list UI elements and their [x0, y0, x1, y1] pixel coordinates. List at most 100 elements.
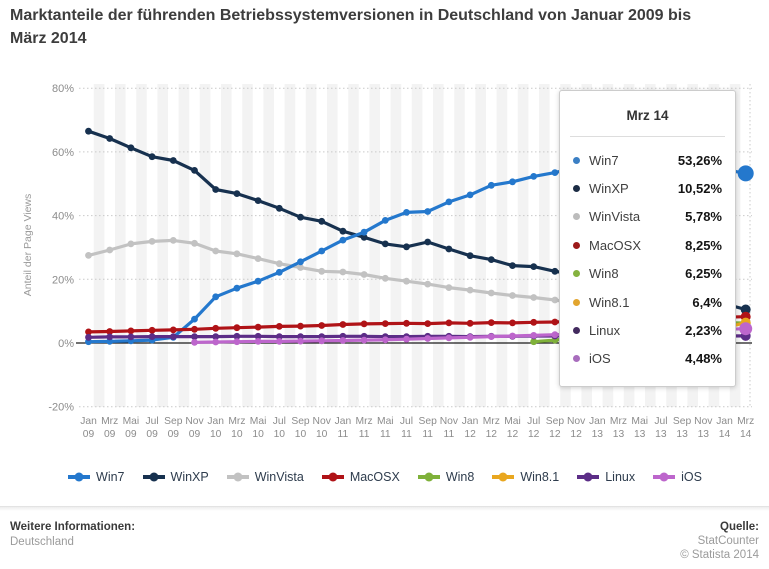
ios-bullet-icon	[573, 355, 580, 363]
data-point-macosx	[233, 324, 241, 332]
legend-item-ios[interactable]: iOS	[652, 470, 702, 484]
macosx-bullet-icon	[573, 241, 580, 249]
x-tick-label: 10	[210, 429, 222, 440]
data-point-winvista	[233, 250, 241, 258]
x-tick-label: Mrz	[101, 416, 118, 427]
x-tick-label: Jan	[80, 416, 97, 427]
data-point-win7	[233, 284, 241, 292]
data-point-ios	[739, 322, 753, 336]
x-tick-label: Mrz	[737, 416, 754, 427]
data-point-winxp	[551, 267, 559, 275]
winvista-bullet-icon	[573, 213, 580, 221]
data-point-winvista	[127, 240, 135, 248]
tooltip-row-win8: Win8 6,25%	[573, 260, 722, 288]
y-axis-labels: 80% 60% 40% 20% 0% -20%	[48, 83, 74, 414]
win8-bullet-icon	[573, 270, 580, 278]
footer-info: Weitere Informationen: Deutschland	[10, 521, 135, 548]
data-point-macosx	[212, 324, 220, 332]
legend-item-win8[interactable]: Win8	[417, 470, 474, 484]
legend-item-linux[interactable]: Linux	[576, 470, 635, 484]
x-tick-label: Sep	[546, 416, 565, 427]
data-point-winxp	[339, 227, 347, 235]
winxp-line-marker-icon	[142, 472, 165, 482]
x-tick-label: 12	[464, 429, 476, 440]
data-point-macosx	[297, 322, 304, 330]
x-tick-label: 12	[486, 429, 498, 440]
x-tick-label: 11	[422, 429, 433, 440]
tooltip-separator	[570, 136, 725, 137]
data-point-winvista	[424, 280, 432, 288]
data-point-macosx	[551, 318, 559, 326]
legend-item-winvista[interactable]: WinVista	[226, 470, 304, 484]
data-point-winxp	[169, 157, 177, 164]
x-tick-label: 09	[104, 429, 116, 440]
data-point-linux	[254, 332, 262, 340]
data-point-win7	[381, 217, 389, 224]
x-tick-label: Jan	[589, 416, 606, 427]
data-point-ios	[191, 339, 198, 346]
tooltip-row-macosx: MacOSX 8,25%	[573, 231, 722, 259]
tooltip-row-win81: Win8.1 6,4%	[573, 288, 722, 316]
win81-line-marker-icon	[492, 472, 515, 482]
x-tick-label: 10	[274, 429, 286, 440]
data-point-winxp	[254, 197, 262, 205]
data-point-winxp	[191, 167, 198, 174]
data-point-winvista	[106, 246, 114, 254]
data-point-macosx	[445, 319, 453, 327]
data-point-ios	[381, 336, 389, 344]
copyright: © Statista 2014	[680, 549, 759, 561]
data-point-winxp	[466, 252, 474, 260]
data-point-macosx	[254, 323, 262, 331]
data-point-winxp	[487, 256, 495, 263]
x-tick-label: Sep	[419, 416, 438, 427]
info-value: Deutschland	[10, 536, 74, 548]
x-tick-label: 13	[592, 429, 604, 440]
legend-item-winxp[interactable]: WinXP	[142, 470, 209, 484]
data-point-winxp	[297, 213, 304, 221]
data-point-linux	[169, 333, 177, 340]
data-point-win7	[275, 268, 283, 276]
x-tick-label: Mrz	[610, 416, 627, 427]
page-title: Marktanteile der führenden Betriebssyste…	[10, 7, 692, 48]
data-point-ios	[445, 334, 453, 342]
data-point-win7	[318, 247, 326, 255]
legend-item-macosx[interactable]: MacOSX	[321, 470, 400, 484]
data-point-ios	[530, 332, 538, 339]
data-point-winvista	[254, 255, 262, 262]
win81-bullet-icon	[573, 298, 580, 306]
x-tick-label: 12	[528, 429, 540, 440]
linux-line-marker-icon	[577, 472, 600, 482]
x-tick-label: 13	[655, 429, 667, 440]
x-tick-label: Sep	[291, 416, 310, 427]
data-point-winxp	[318, 217, 326, 225]
x-tick-label: 12	[549, 429, 561, 440]
x-tick-label: Mrz	[228, 416, 245, 427]
info-label: Weitere Informationen:	[10, 521, 136, 533]
x-tick-label: Mai	[123, 416, 140, 427]
x-tick-label: 13	[634, 429, 646, 440]
data-point-winvista	[445, 284, 453, 291]
x-tick-label: 12	[570, 429, 582, 440]
x-tick-label: Mai	[631, 416, 648, 427]
data-point-linux	[127, 333, 135, 341]
data-point-winvista	[318, 267, 326, 275]
legend-item-win7[interactable]: Win7	[67, 470, 125, 484]
win7-line-marker-icon	[68, 472, 91, 482]
data-point-winxp	[127, 144, 135, 152]
legend-item-win81[interactable]: Win8.1	[491, 470, 559, 484]
data-point-ios	[360, 336, 368, 344]
data-point-winvista	[191, 239, 198, 247]
data-point-ios	[509, 332, 516, 340]
x-tick-label: Nov	[185, 416, 204, 427]
data-point-macosx	[530, 318, 538, 326]
y-tick-label: 80%	[52, 83, 74, 95]
data-point-macosx	[127, 327, 135, 335]
hover-tooltip: Mrz 14 Win7 53,26% WinXP 10,52% WinVista 5,…	[559, 90, 736, 387]
y-tick-label: 60%	[52, 147, 74, 159]
data-point-winvista	[339, 268, 347, 276]
data-point-winxp	[360, 233, 368, 241]
data-point-macosx	[466, 319, 474, 327]
x-tick-label: 11	[444, 429, 455, 440]
ios-line-marker-icon	[653, 472, 676, 482]
